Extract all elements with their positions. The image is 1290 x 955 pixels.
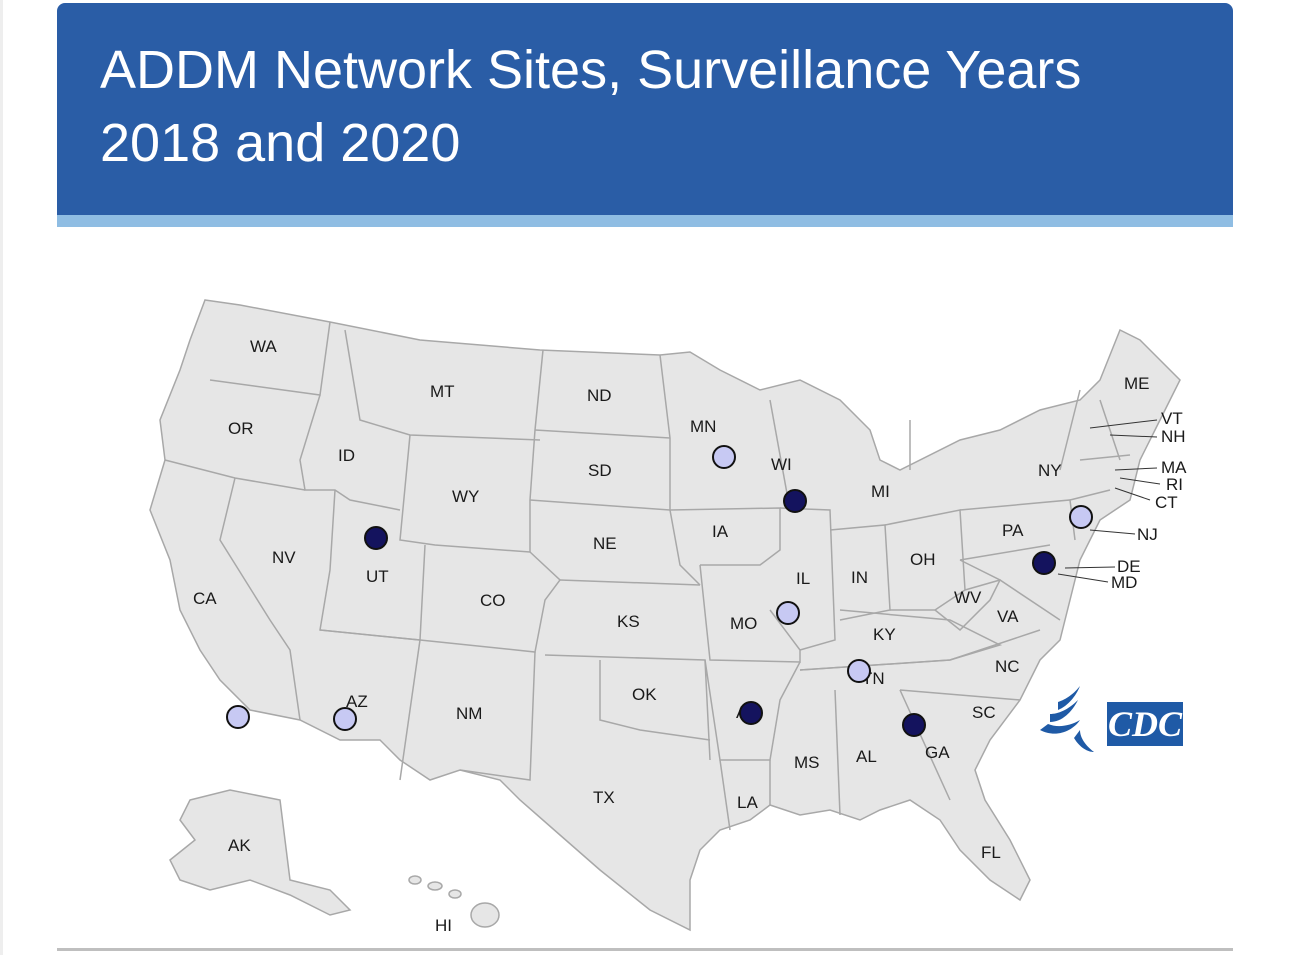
site-marker-nj [1069,505,1093,529]
state-label: FL [981,843,1001,862]
state-label: CO [480,591,506,610]
state-label: KS [617,612,640,631]
alaska-shape [169,789,352,916]
state-label: NH [1161,427,1186,446]
state-label: OR [228,419,254,438]
title-line-1: ADDM Network Sites, Surveillance Years [100,40,1082,100]
state-label: AZ [346,692,368,711]
state-label: HI [435,916,452,935]
state-label: IN [851,568,868,587]
state-label: MA [1161,458,1187,477]
cdc-logo-box [1107,702,1183,746]
site-marker-tn [847,659,871,683]
state-label: MS [794,753,820,772]
state-label: NY [1038,461,1062,480]
site-marker-mo [776,601,800,625]
hhs-eagle-icon [1040,686,1094,752]
state-label: PA [1002,521,1024,540]
state-label: DE [1117,557,1141,576]
state-label: WI [771,455,792,474]
state-label: AL [856,747,877,766]
state-label: VA [997,607,1019,626]
site-marker-az [333,707,357,731]
state-label: LA [737,793,758,812]
state-label: UT [366,567,389,586]
state-label: MI [871,482,890,501]
state-label: NE [593,534,617,553]
title-line-2: 2018 and 2020 [100,113,461,173]
site-marker-ga [902,713,926,737]
state-label: TX [593,788,615,807]
state-label: OK [632,685,657,704]
site-marker-ut [364,526,388,550]
site-marker-mn [712,445,736,469]
state-label: SC [972,703,996,722]
state-label: WA [250,337,277,356]
site-marker-md [1032,551,1056,575]
state-label: SD [588,461,612,480]
state-label: KY [873,625,896,644]
state-label: WV [954,588,982,607]
state-label: MD [1111,573,1137,592]
state-label: WY [452,487,479,506]
state-borders [164,321,1131,831]
site-marker-wi [783,489,807,513]
state-label: MT [430,382,455,401]
state-label: MO [730,614,757,633]
state-label: VT [1161,409,1183,428]
state-label: MN [690,417,716,436]
page-edge [0,0,3,955]
state-label: IL [796,569,810,588]
title-banner [57,3,1233,215]
state-label: OH [910,550,936,569]
site-marker-ca [226,705,250,729]
title-banner-stripe [57,215,1233,227]
site-marker-ar [739,701,763,725]
state-label: NC [995,657,1020,676]
state-labels: WA OR CA ID NV MT WY UT AZ CO NM ND SD N… [193,337,1187,935]
cdc-logo: CDC [1040,686,1183,752]
site-markers [226,445,1093,737]
state-label: CA [193,589,217,608]
state-label: NJ [1137,525,1158,544]
state-label: IA [712,522,729,541]
state-label: ME [1124,374,1150,393]
hawaii-islands [408,875,500,928]
state-label: CT [1155,493,1178,512]
cdc-logo-text: CDC [1108,704,1183,744]
state-label: ND [587,386,612,405]
callout-leaders [1057,419,1161,583]
state-label: GA [925,743,950,762]
page-title: ADDM Network Sites, Surveillance Years 2… [100,34,1210,180]
state-label: NV [272,548,296,567]
state-label: AK [228,836,251,855]
bottom-divider [57,948,1233,951]
state-label: RI [1166,475,1183,494]
state-label: ID [338,446,355,465]
state-label: NM [456,704,482,723]
